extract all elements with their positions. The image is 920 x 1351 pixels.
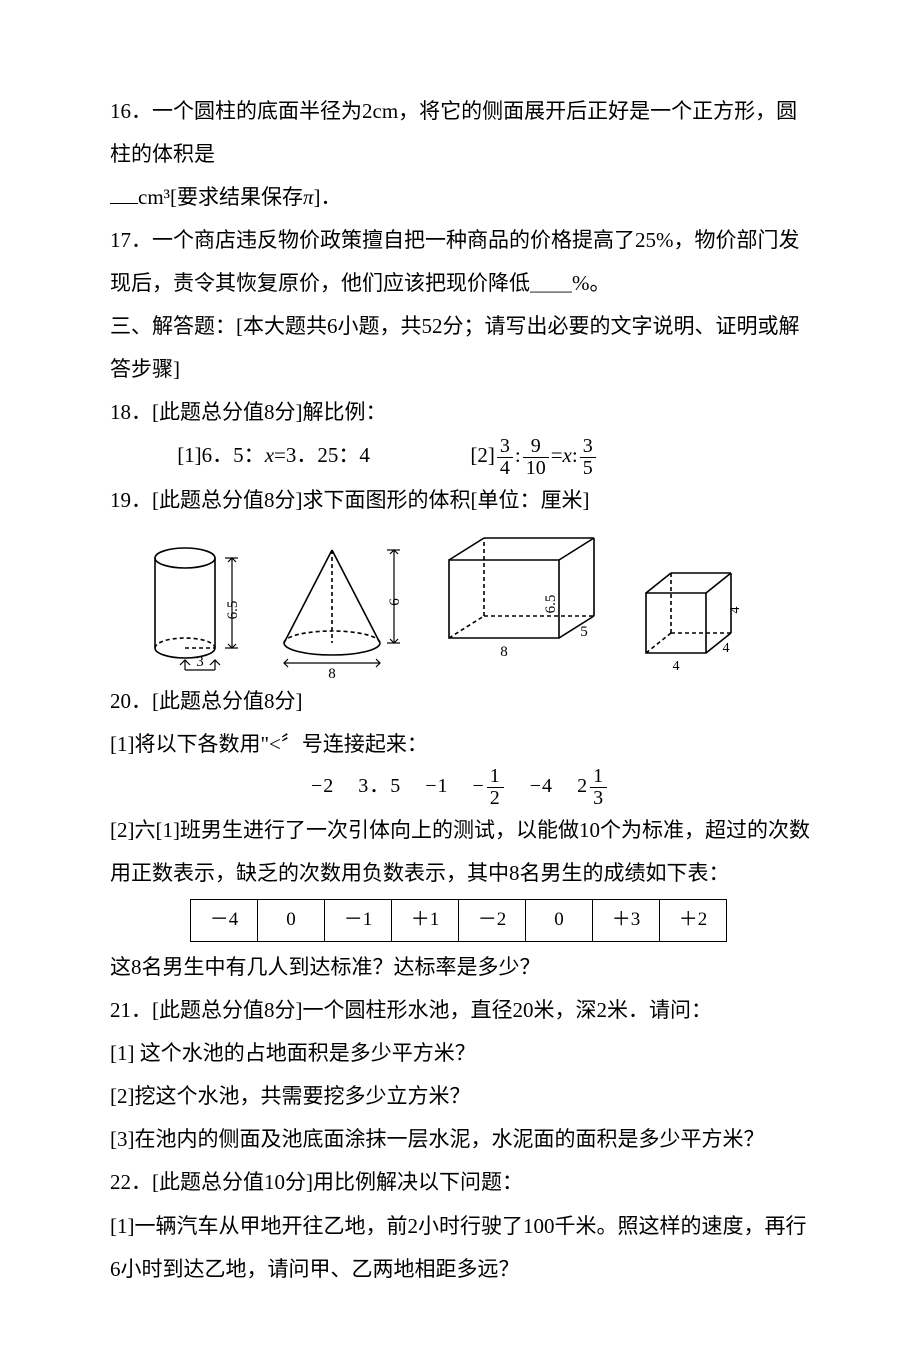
q20-numbers: −2 3．5 −1 −12 −4 213 bbox=[110, 766, 810, 809]
q16-line2: cm³[要求结果保存π]． bbox=[110, 176, 810, 219]
q21-p1: [1] 这个水池的占地面积是多少平方米？ bbox=[110, 1032, 810, 1075]
table-cell: 0 bbox=[258, 900, 325, 942]
q21-p3: [3]在池内的侧面及池底面涂抹一层水泥，水泥面的面积是多少平方米？ bbox=[110, 1118, 810, 1161]
table-cell: －2 bbox=[459, 900, 526, 942]
score-table: －4 0 －1 ＋1 －2 0 ＋3 ＋2 bbox=[190, 899, 727, 942]
cube-b: 4 bbox=[673, 659, 680, 674]
table-cell: ＋2 bbox=[660, 900, 727, 942]
cube-a: 4 bbox=[728, 607, 743, 614]
cone-d: 8 bbox=[328, 666, 336, 678]
cyl-h: 6.5 bbox=[225, 601, 241, 620]
cylinder-figure: 6.5 3 bbox=[140, 538, 250, 678]
table-cell: －1 bbox=[325, 900, 392, 942]
q22-title: 22．[此题总分值10分]用比例解决以下问题： bbox=[110, 1161, 810, 1204]
q18-equations: [1]6．5：x=3．25：4 [2]34:910=x:35 bbox=[110, 434, 810, 479]
table-cell: －4 bbox=[191, 900, 258, 942]
q19-title: 19．[此题总分值8分]求下面图形的体积[单位：厘米] bbox=[110, 479, 810, 522]
cuboid-figure: 6.5 8 5 bbox=[434, 528, 614, 678]
cyl-r: 3 bbox=[196, 654, 204, 670]
table-cell: ＋1 bbox=[392, 900, 459, 942]
q21-title: 21．[此题总分值8分]一个圆柱形水池，直径20米，深2米．请问： bbox=[110, 989, 810, 1032]
cone-h: 6 bbox=[387, 598, 403, 606]
q20-p2: [2]六[1]班男生进行了一次引体向上的测试，以能做10个为标准，超过的次数用正… bbox=[110, 809, 810, 895]
cuboid-d: 5 bbox=[580, 624, 588, 640]
pi-symbol: π bbox=[303, 185, 314, 209]
q17: 17．一个商店违反物价政策擅自把一种商品的价格提高了25%，物价部门发现后，责令… bbox=[110, 219, 810, 305]
cube-c: 4 bbox=[723, 641, 730, 656]
q22-p1: [1]一辆汽车从甲地开往乙地，前2小时行驶了100千米。照这样的速度，再行6小时… bbox=[110, 1205, 810, 1291]
q18-title: 18．[此题总分值8分]解比例： bbox=[110, 391, 810, 434]
cuboid-w: 8 bbox=[500, 644, 508, 660]
q20-after: 这8名男生中有几人到达标准？达标率是多少？ bbox=[110, 946, 810, 989]
section-3-heading: 三、解答题：[本大题共6小题，共52分；请写出必要的文字说明、证明或解答步骤] bbox=[110, 305, 810, 391]
cuboid-h: 6.5 bbox=[543, 595, 559, 614]
table-cell: ＋3 bbox=[593, 900, 660, 942]
q20-title: 20．[此题总分值8分] bbox=[110, 680, 810, 723]
q21-p2: [2]挖这个水池，共需要挖多少立方米？ bbox=[110, 1075, 810, 1118]
q20-p1: [1]将以下各数用"<〞号连接起来： bbox=[110, 723, 810, 766]
q16-line1: 16．一个圆柱的底面半径为2cm，将它的侧面展开后正好是一个正方形，圆柱的体积是 bbox=[110, 90, 810, 176]
table-cell: 0 bbox=[526, 900, 593, 942]
cone-figure: 6 8 bbox=[272, 538, 412, 678]
cube-figure: 4 4 4 bbox=[636, 558, 746, 678]
figure-row: 6.5 3 6 8 6.5 8 5 bbox=[110, 522, 810, 680]
